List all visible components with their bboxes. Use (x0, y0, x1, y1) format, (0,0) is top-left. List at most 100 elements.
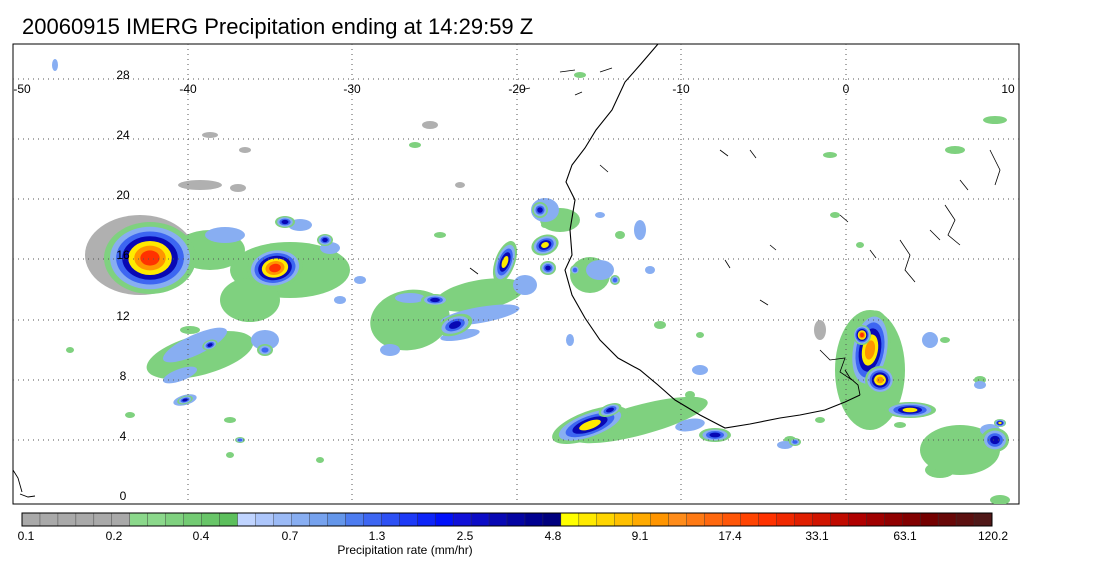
rain-cell (180, 326, 200, 334)
colorbar-swatch (147, 512, 167, 527)
rain-cell (860, 332, 864, 338)
rain-cell (902, 407, 918, 413)
colorbar-swatch (506, 512, 526, 527)
colorbar-swatch (165, 512, 185, 527)
rain-cell (541, 241, 549, 249)
rain-cell (226, 452, 234, 458)
colorbar-swatch (740, 512, 759, 527)
rain-cell (66, 347, 74, 353)
colorbar-swatch (470, 512, 490, 527)
rain-cell (777, 441, 793, 449)
colorbar-tick-label: 17.4 (718, 529, 742, 543)
rain-cell (983, 116, 1007, 124)
lon-tick-label: -40 (179, 82, 197, 96)
colorbar-swatch (183, 512, 203, 527)
rain-cell (52, 59, 58, 71)
colorbar-swatch (488, 512, 508, 527)
colorbar-swatch (309, 512, 328, 527)
colorbar-swatch (75, 512, 95, 527)
rain-cell (990, 495, 1010, 504)
colorbar-swatch (794, 512, 813, 527)
colorbar-swatch (884, 512, 903, 527)
rain-cell (990, 435, 1000, 445)
rain-cell (178, 180, 222, 190)
rain-cell (566, 334, 574, 346)
colorbar-swatch (686, 512, 706, 527)
colorbar-swatch (704, 512, 724, 527)
rain-cell (239, 147, 251, 153)
colorbar-swatch (21, 512, 41, 527)
rain-cell (823, 152, 837, 158)
rain-cell (395, 293, 425, 303)
rain-cell (140, 250, 160, 266)
rain-cell (974, 381, 986, 389)
coastline (559, 69, 576, 73)
colorbar-swatch (758, 512, 777, 527)
coastline (759, 299, 769, 306)
rain-cell (675, 418, 705, 432)
colorbar (21, 512, 993, 527)
rain-cell (220, 278, 280, 322)
rain-cell (430, 297, 440, 303)
colorbar-tick-label: 0.2 (106, 529, 123, 543)
rain-cell (922, 332, 938, 348)
rain-cell (316, 457, 324, 463)
coastline (574, 91, 583, 96)
rain-cell (230, 184, 246, 192)
rain-cell (876, 376, 884, 384)
coastline (989, 149, 1001, 186)
lon-tick-label: -20 (508, 82, 526, 96)
rain-cell (586, 260, 614, 280)
coastlines (13, 44, 1001, 498)
rain-cell (281, 219, 289, 225)
rain-cell (696, 332, 704, 338)
rain-cell (237, 438, 243, 442)
coastline (899, 239, 916, 283)
rain-cell (513, 275, 537, 295)
colorbar-swatch (919, 512, 939, 527)
colorbar-swatch (866, 512, 885, 527)
colorbar-swatch (668, 512, 688, 527)
colorbar-swatch (416, 512, 436, 527)
rain-cell (422, 121, 438, 129)
coastline (844, 369, 861, 396)
colorbar-swatch (363, 512, 382, 527)
colorbar-tick-label: 33.1 (805, 529, 829, 543)
coastline (869, 249, 877, 259)
rain-cell (269, 263, 281, 273)
lon-tick-label: 10 (1001, 82, 1015, 96)
colorbar-swatch (578, 512, 598, 527)
colorbar-swatch (237, 512, 257, 527)
colorbar-swatch (524, 512, 544, 527)
colorbar-swatch (722, 512, 742, 527)
colorbar-swatch (327, 512, 346, 527)
rain-cell (455, 182, 465, 188)
lat-tick-label: 24 (116, 128, 130, 142)
colorbar-swatch (812, 512, 831, 527)
colorbar-swatch (111, 512, 131, 527)
colorbar-tick-label: 0.4 (193, 529, 210, 543)
rain-cell (205, 227, 245, 243)
colorbar-swatch (434, 512, 454, 527)
colorbar-swatch (201, 512, 221, 527)
coastline (749, 149, 757, 159)
colorbar-swatch (399, 512, 418, 527)
coastline (564, 44, 861, 429)
rain-cell (354, 276, 366, 284)
colorbar-swatch (632, 512, 652, 527)
lon-tick-label: 0 (843, 82, 850, 96)
lat-tick-label: 20 (116, 188, 130, 202)
coastline (839, 214, 849, 223)
colorbar-border (21, 512, 993, 527)
rain-cell (945, 146, 965, 154)
coastline (469, 267, 479, 275)
rain-cell (545, 265, 551, 271)
rain-cell (814, 320, 826, 340)
rain-cell (572, 267, 578, 273)
rain-cell (654, 321, 666, 329)
colorbar-swatch (776, 512, 795, 527)
colorbar-swatch (291, 512, 310, 527)
lon-tick-label: -10 (672, 82, 690, 96)
coastline (959, 179, 969, 191)
